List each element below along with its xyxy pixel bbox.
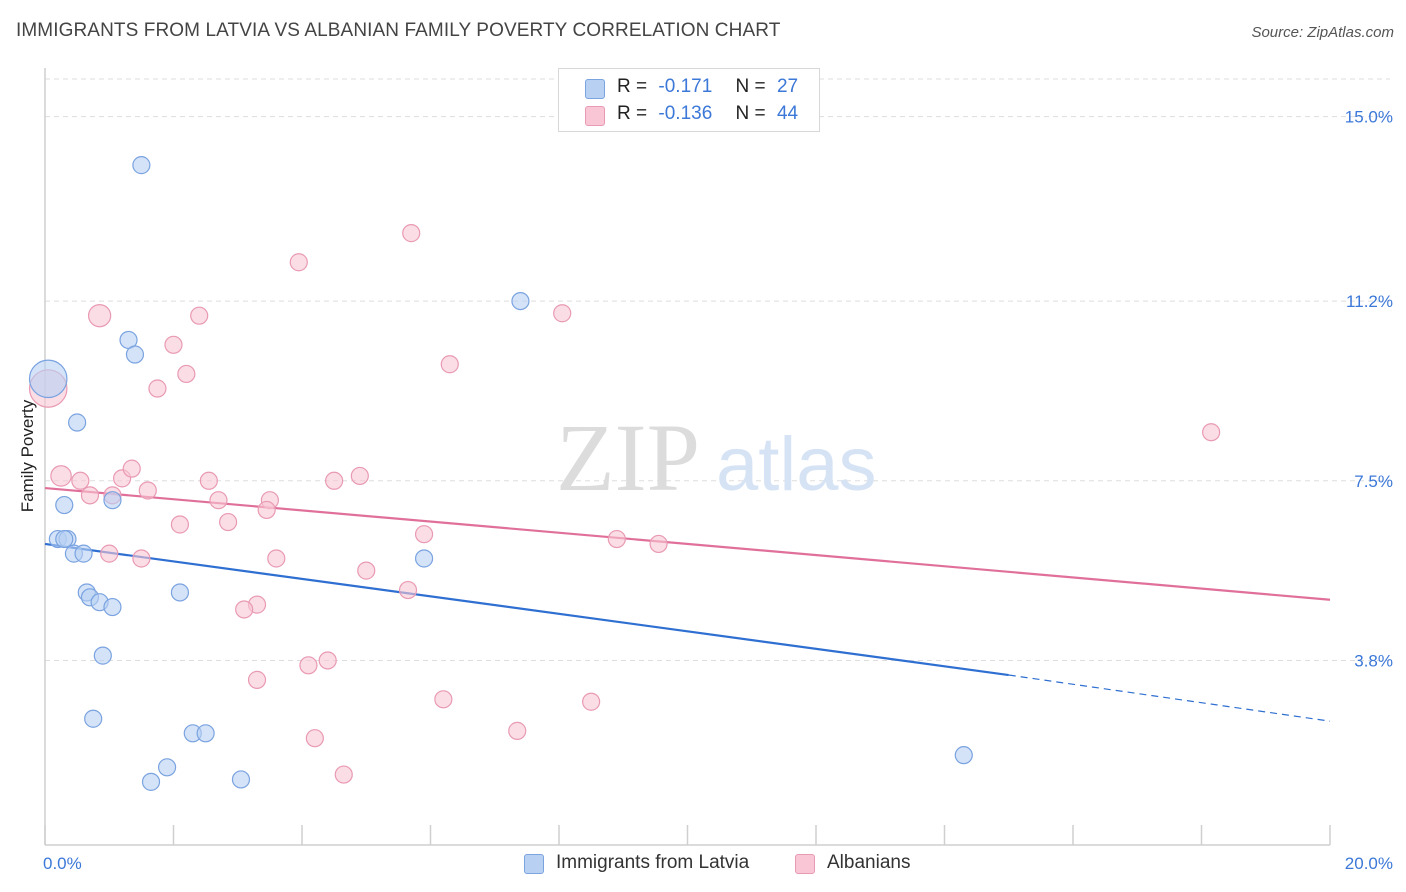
- point-albanians-27: [649, 534, 668, 554]
- point-latvia-4: [125, 345, 145, 364]
- point-albanians-42: [508, 721, 527, 740]
- legend-r-label: R =: [617, 76, 648, 97]
- watermark-zip: ZIP: [556, 404, 700, 511]
- point-albanians-16: [138, 481, 157, 500]
- point-albanians-3: [190, 306, 209, 325]
- gridlines: [45, 78, 1390, 661]
- point-albanians-0: [402, 224, 421, 243]
- point-albanians-15: [122, 459, 141, 478]
- point-albanians-25: [414, 525, 434, 544]
- point-albanians-40: [582, 692, 601, 711]
- point-albanians-41: [305, 729, 324, 748]
- point-albanians-1: [289, 253, 308, 272]
- data-points: [28, 156, 1221, 791]
- point-albanians-22: [257, 500, 276, 520]
- point-albanians-18: [209, 491, 228, 510]
- series-legend: Immigrants from Latvia Albanians: [0, 852, 1406, 878]
- point-latvia-7: [103, 491, 122, 510]
- x-tick-label-1: 20.0%: [1345, 854, 1393, 873]
- legend-r-label: R =: [617, 103, 648, 124]
- stats-legend: R = -0.171 N = 27 R = -0.136 N = 44: [558, 68, 820, 132]
- point-albanians-29: [100, 544, 119, 563]
- legend-swatch-albanians: [585, 106, 605, 126]
- trend-line-latvia: [44, 542, 1009, 677]
- legend-n-value-latvia: 27: [776, 76, 799, 97]
- point-albanians-32: [357, 561, 376, 580]
- point-latvia-19: [84, 709, 103, 728]
- point-latvia-1: [28, 359, 68, 399]
- point-albanians-6: [440, 355, 459, 374]
- point-albanians-21: [350, 466, 369, 486]
- y-tick-label-3: 15.0%: [1345, 108, 1393, 127]
- point-latvia-16: [103, 597, 122, 617]
- point-albanians-23: [170, 515, 190, 534]
- x-tick-labels: 0.0% 20.0%: [43, 854, 1393, 873]
- legend-r-value-latvia: -0.171: [658, 76, 713, 97]
- point-latvia-25: [954, 746, 973, 765]
- point-albanians-39: [434, 690, 453, 709]
- legend-n-label: N =: [735, 103, 766, 124]
- point-albanians-20: [325, 471, 344, 490]
- point-albanians-11: [71, 471, 90, 490]
- point-albanians-2: [87, 304, 112, 328]
- point-albanians-37: [318, 651, 337, 670]
- point-latvia-5: [511, 292, 530, 311]
- point-latvia-12: [414, 549, 434, 568]
- point-latvia-23: [141, 772, 161, 791]
- legend-swatch-latvia: [585, 79, 605, 99]
- point-albanians-31: [267, 549, 286, 568]
- point-albanians-33: [398, 580, 418, 600]
- legend-n-label: N =: [735, 76, 766, 97]
- trend-line-latvia-extrapolated: [1008, 674, 1331, 722]
- chart-source: Source: ZipAtlas.com: [1251, 24, 1394, 41]
- y-tick-label-2: 11.2%: [1346, 292, 1393, 311]
- point-albanians-7: [177, 364, 196, 384]
- point-albanians-43: [334, 765, 353, 784]
- point-albanians-28: [1202, 423, 1221, 442]
- point-albanians-35: [235, 600, 254, 619]
- point-latvia-21: [196, 724, 215, 743]
- point-albanians-4: [164, 335, 183, 354]
- point-latvia-24: [231, 770, 251, 789]
- y-tick-label-0: 3.8%: [1354, 651, 1393, 670]
- point-latvia-18: [93, 646, 112, 665]
- y-tick-labels: 3.8% 7.5% 11.2% 15.0%: [1345, 108, 1393, 671]
- point-albanians-24: [219, 512, 238, 532]
- point-albanians-8: [148, 379, 167, 398]
- watermark-atlas: atlas: [716, 422, 877, 507]
- point-latvia-2: [68, 413, 87, 432]
- watermark: ZIP atlas: [556, 404, 877, 511]
- y-axis-label: Family Poverty: [18, 399, 37, 513]
- point-latvia-6: [55, 495, 74, 515]
- point-latvia-11: [74, 544, 93, 563]
- point-latvia-26: [55, 529, 74, 549]
- legend-r-value-albanians: -0.136: [658, 103, 713, 124]
- x-tick-label-0: 0.0%: [43, 854, 82, 873]
- legend-label-latvia: Immigrants from Latvia: [556, 852, 750, 873]
- chart-title: IMMIGRANTS FROM LATVIA VS ALBANIAN FAMIL…: [16, 20, 781, 41]
- point-albanians-26: [607, 529, 626, 549]
- point-albanians-17: [199, 471, 218, 490]
- point-albanians-36: [299, 656, 318, 675]
- point-albanians-30: [132, 549, 151, 568]
- point-albanians-12: [80, 486, 100, 505]
- legend-n-value-albanians: 44: [776, 103, 799, 124]
- legend-swatch-latvia: [524, 854, 544, 874]
- point-latvia-22: [157, 758, 177, 777]
- point-albanians-10: [50, 465, 72, 487]
- legend-label-albanians: Albanians: [827, 852, 911, 873]
- y-tick-label-1: 7.5%: [1354, 472, 1393, 491]
- legend-swatch-albanians: [795, 854, 815, 874]
- point-latvia-17: [170, 583, 190, 602]
- point-albanians-38: [247, 670, 267, 689]
- point-latvia-0: [132, 156, 151, 175]
- point-albanians-5: [553, 304, 572, 323]
- x-ticks: [44, 825, 1331, 845]
